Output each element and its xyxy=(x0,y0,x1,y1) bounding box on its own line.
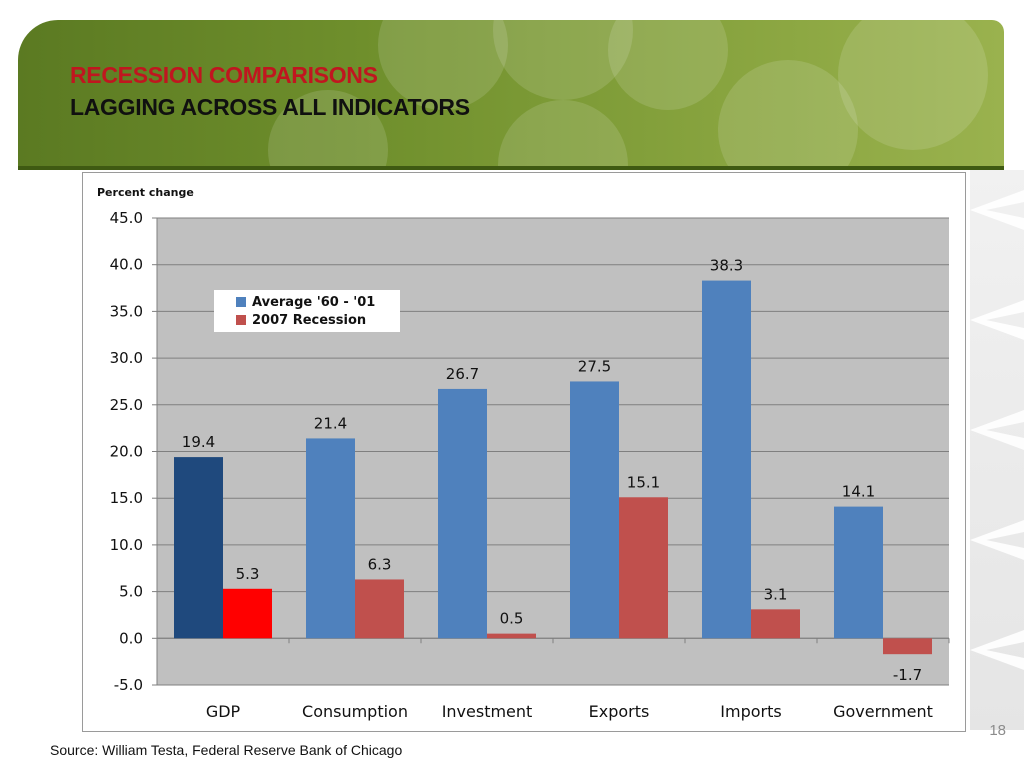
data-label: 14.1 xyxy=(842,483,875,501)
x-tick-label: Exports xyxy=(589,702,650,721)
decor-chevron xyxy=(970,300,1024,340)
bar-chart: Percent change 45.0 40.0 35.0 30.0 25.0 20.0 15… xyxy=(97,186,950,721)
legend-label: 2007 Recession xyxy=(252,312,367,328)
legend-swatch-red xyxy=(236,315,246,325)
bar-consumption-average xyxy=(306,438,355,639)
data-label: 5.3 xyxy=(236,565,260,583)
legend-item: Average '60 - '01 xyxy=(236,293,400,311)
data-label: 15.1 xyxy=(627,473,660,491)
y-tick-label: 5.0 xyxy=(119,583,143,601)
y-tick-label: 10.0 xyxy=(110,536,143,554)
data-label: 19.4 xyxy=(182,433,215,451)
data-label: 0.5 xyxy=(500,610,524,628)
data-label: 3.1 xyxy=(764,585,788,603)
side-decoration xyxy=(970,170,1024,730)
bar-investment-recession xyxy=(487,633,536,639)
bar-consumption-recession xyxy=(355,579,404,639)
decor-bubble xyxy=(718,60,858,170)
decor-chevron xyxy=(970,190,1024,230)
decor-bubble xyxy=(498,100,628,170)
data-label: 26.7 xyxy=(446,365,479,383)
decor-chevron xyxy=(970,630,1024,670)
chart-legend: Average '60 - '01 2007 Recession xyxy=(214,290,400,332)
y-tick-label: 30.0 xyxy=(110,349,143,367)
header-band xyxy=(18,166,1004,170)
x-tick-label: GDP xyxy=(206,702,241,721)
y-axis-title: Percent change xyxy=(97,186,194,199)
page-number: 18 xyxy=(989,722,1006,739)
data-label: 6.3 xyxy=(368,555,392,573)
y-tick-label: 35.0 xyxy=(110,302,143,320)
y-tick-label: 40.0 xyxy=(110,256,143,274)
x-tick-label: Investment xyxy=(442,702,533,721)
bar-gdp-average xyxy=(174,457,223,639)
slide-subtitle: LAGGING ACROSS ALL INDICATORS xyxy=(70,94,470,120)
data-label: 38.3 xyxy=(710,257,743,275)
data-label: 21.4 xyxy=(314,414,347,432)
x-tick-label: Government xyxy=(833,702,933,721)
y-tick-label: 25.0 xyxy=(110,396,143,414)
y-tick-label: 15.0 xyxy=(110,489,143,507)
bar-exports-recession xyxy=(619,497,668,639)
bar-gdp-recession xyxy=(223,588,272,639)
y-tick-label: 0.0 xyxy=(119,629,143,647)
decor-bubble xyxy=(608,20,728,110)
decor-chevron xyxy=(970,410,1024,450)
slide-title: RECESSION COMPARISONS xyxy=(70,62,378,88)
y-tick-label: -5.0 xyxy=(114,676,143,694)
decor-bubble xyxy=(838,20,988,150)
bar-government-recession xyxy=(883,638,932,655)
y-tick-label: 20.0 xyxy=(110,443,143,461)
x-tick-label: Consumption xyxy=(302,702,408,721)
legend-swatch-blue xyxy=(236,297,246,307)
bar-imports-average xyxy=(702,280,751,639)
source-note: Source: William Testa, Federal Reserve B… xyxy=(50,742,403,758)
bar-government-average xyxy=(834,506,883,639)
bar-exports-average xyxy=(570,381,619,639)
data-label: -1.7 xyxy=(893,666,922,684)
legend-label: Average '60 - '01 xyxy=(252,294,376,310)
x-tick-label: Imports xyxy=(720,702,781,721)
data-label: 27.5 xyxy=(578,357,611,375)
bar-investment-average xyxy=(438,388,487,639)
header-banner xyxy=(18,20,1004,170)
y-tick-label: 45.0 xyxy=(110,209,143,227)
chart-frame: Percent change 45.0 40.0 35.0 30.0 25.0 20.0 15… xyxy=(82,172,966,732)
decor-chevron xyxy=(970,520,1024,560)
bar-imports-recession xyxy=(751,609,800,639)
legend-item: 2007 Recession xyxy=(236,311,400,329)
